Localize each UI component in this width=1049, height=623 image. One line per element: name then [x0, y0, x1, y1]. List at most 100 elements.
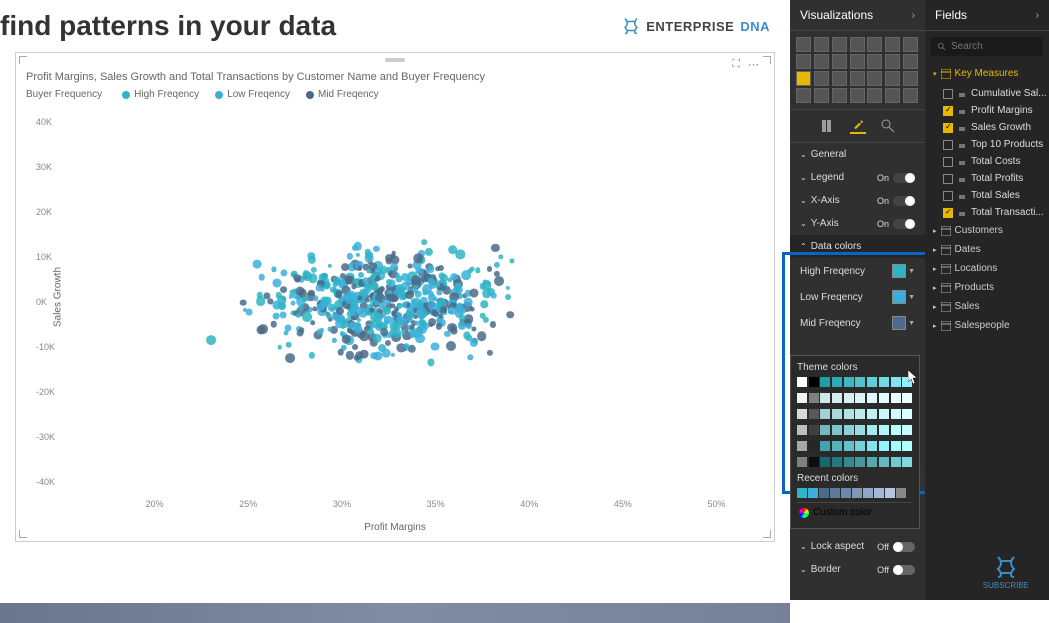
theme-color-cell[interactable]	[879, 425, 889, 435]
scatter-point[interactable]	[332, 338, 336, 342]
scatter-point[interactable]	[307, 256, 315, 264]
scatter-point[interactable]	[296, 330, 303, 337]
scatter-point[interactable]	[298, 306, 304, 312]
recent-color-cell[interactable]	[863, 488, 873, 498]
scatter-point[interactable]	[475, 267, 480, 272]
format-tab-icon[interactable]	[850, 118, 866, 134]
search-input[interactable]	[951, 41, 1031, 52]
format-section-general[interactable]: ⌄General	[790, 143, 925, 166]
viz-type-icon[interactable]	[867, 88, 882, 103]
viz-type-icon[interactable]	[903, 37, 918, 52]
theme-color-cell[interactable]	[855, 441, 865, 451]
scatter-point[interactable]	[411, 275, 421, 285]
theme-color-cell[interactable]	[820, 425, 830, 435]
theme-color-cell[interactable]	[809, 425, 819, 435]
field-row[interactable]: Total Transacti...	[925, 204, 1049, 221]
viz-type-icon[interactable]	[850, 88, 865, 103]
legend-item[interactable]: High Freqency	[122, 89, 199, 100]
scatter-point[interactable]	[383, 307, 391, 315]
table-header-customers[interactable]: ▸Customers	[925, 221, 1049, 240]
viz-type-icon[interactable]	[796, 37, 811, 52]
field-row[interactable]: Total Sales	[925, 187, 1049, 204]
theme-color-cell[interactable]	[797, 393, 807, 403]
theme-color-cell[interactable]	[867, 409, 877, 419]
scatter-point[interactable]	[336, 314, 342, 320]
scatter-point[interactable]	[395, 273, 400, 278]
scatter-point[interactable]	[391, 353, 395, 357]
legend-item[interactable]: Low Freqency	[215, 89, 290, 100]
scatter-point[interactable]	[494, 276, 504, 286]
legend-item[interactable]: Mid Freqency	[306, 89, 379, 100]
scatter-point[interactable]	[363, 289, 370, 296]
viz-type-icon[interactable]	[832, 88, 847, 103]
table-header-key-measures[interactable]: ▾Key Measures	[925, 62, 1049, 85]
scatter-point[interactable]	[386, 279, 392, 285]
format-section-legend[interactable]: ⌄LegendOn	[790, 166, 925, 189]
scatter-point[interactable]	[311, 267, 317, 273]
scatter-point[interactable]	[494, 262, 500, 268]
scatter-point[interactable]	[450, 328, 457, 335]
scatter-point[interactable]	[352, 344, 358, 350]
scatter-point[interactable]	[427, 265, 435, 273]
resize-handle-tl[interactable]	[19, 56, 27, 64]
scatter-point[interactable]	[317, 328, 324, 335]
color-dropdown[interactable]: ▼	[892, 316, 915, 330]
viz-type-icon[interactable]	[867, 71, 882, 86]
recent-color-cell[interactable]	[885, 488, 895, 498]
recent-color-cell[interactable]	[874, 488, 884, 498]
scatter-point[interactable]	[338, 279, 346, 287]
scatter-point[interactable]	[438, 314, 443, 319]
theme-color-cell[interactable]	[879, 457, 889, 467]
scatter-point[interactable]	[435, 266, 441, 272]
theme-color-cell[interactable]	[832, 441, 842, 451]
theme-color-cell[interactable]	[844, 377, 854, 387]
scatter-point[interactable]	[373, 334, 382, 343]
scatter-point[interactable]	[431, 309, 437, 315]
viz-type-icon[interactable]	[850, 54, 865, 69]
color-dropdown[interactable]: ▼	[892, 264, 915, 278]
scatter-point[interactable]	[370, 274, 376, 280]
theme-color-cell[interactable]	[855, 393, 865, 403]
theme-color-cell[interactable]	[891, 457, 901, 467]
theme-color-cell[interactable]	[832, 457, 842, 467]
field-checkbox[interactable]	[943, 174, 953, 184]
scatter-point[interactable]	[358, 266, 362, 270]
scatter-point[interactable]	[315, 284, 322, 291]
scatter-point[interactable]	[275, 292, 282, 299]
scatter-point[interactable]	[506, 286, 510, 290]
scatter-point[interactable]	[331, 306, 336, 311]
field-row[interactable]: Top 10 Products	[925, 136, 1049, 153]
scatter-point[interactable]	[342, 335, 351, 344]
theme-color-cell[interactable]	[902, 457, 912, 467]
theme-color-cell[interactable]	[891, 377, 901, 387]
viz-type-icon[interactable]	[850, 71, 865, 86]
scatter-point[interactable]	[410, 303, 417, 310]
viz-type-icon[interactable]	[832, 37, 847, 52]
scatter-point[interactable]	[446, 304, 451, 309]
scatter-point[interactable]	[271, 267, 276, 272]
scatter-point[interactable]	[296, 313, 301, 318]
viz-type-icon[interactable]	[796, 54, 811, 69]
field-checkbox[interactable]	[943, 106, 953, 116]
scatter-point[interactable]	[470, 289, 479, 298]
scatter-point[interactable]	[487, 266, 493, 272]
scatter-point[interactable]	[385, 340, 391, 346]
scatter-point[interactable]	[272, 313, 279, 320]
scatter-point[interactable]	[328, 264, 332, 268]
theme-color-cell[interactable]	[820, 377, 830, 387]
scatter-point[interactable]	[284, 331, 289, 336]
theme-color-cell[interactable]	[809, 457, 819, 467]
theme-color-cell[interactable]	[844, 457, 854, 467]
viz-type-icon[interactable]	[867, 54, 882, 69]
scatter-point[interactable]	[285, 353, 295, 363]
scatter-point[interactable]	[490, 293, 496, 299]
recent-color-cell[interactable]	[841, 488, 851, 498]
theme-color-cell[interactable]	[832, 377, 842, 387]
scatter-point[interactable]	[477, 332, 487, 342]
scatter-point[interactable]	[430, 342, 439, 351]
scatter-point[interactable]	[380, 266, 388, 274]
scatter-point[interactable]	[310, 320, 316, 326]
scatter-point[interactable]	[422, 239, 428, 245]
scatter-point[interactable]	[446, 341, 456, 351]
theme-color-cell[interactable]	[855, 377, 865, 387]
